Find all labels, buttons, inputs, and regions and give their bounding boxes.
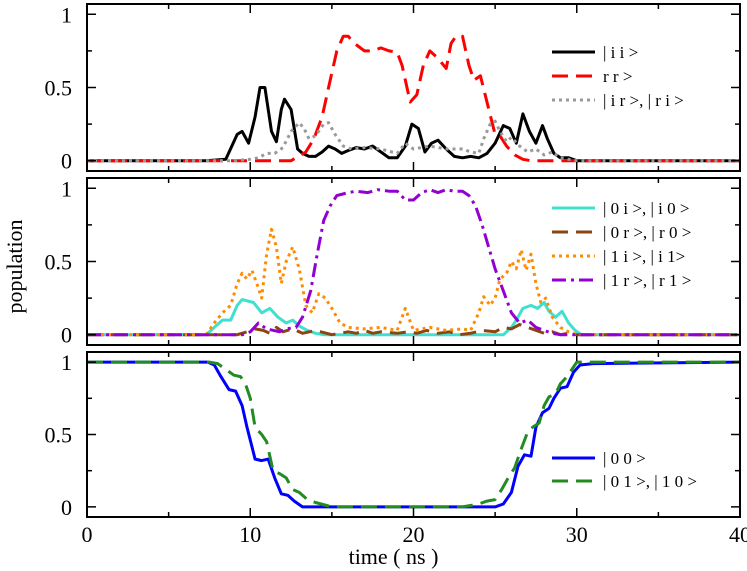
y-tick-label: 1 bbox=[61, 176, 72, 201]
legend-label-0-i-i-0: | 0 i >, | i 0 > bbox=[603, 199, 689, 218]
series-line-top-1 bbox=[87, 86, 740, 163]
x-tick-label: 0 bbox=[82, 522, 93, 547]
series-line-middle-2 bbox=[87, 323, 740, 337]
legend-label-0-r-r-0: | 0 r >, | r 0 > bbox=[603, 223, 691, 242]
y-tick-label: 0.5 bbox=[45, 76, 73, 101]
panel-middle: 0 0.5 1 population | 0 i >, | i 0 > | 0 r >, … bbox=[2, 176, 741, 348]
plot-frame-top bbox=[86, 3, 741, 172]
series-line-bottom-2 bbox=[87, 360, 740, 509]
x-axis-label: time ( ns ) bbox=[349, 544, 439, 569]
legend-label-i-i: | i i > bbox=[603, 43, 638, 62]
legend-top: | i i > r r > | i r >, | r i > bbox=[552, 43, 684, 110]
legend-label-1-i-i-1: | 1 i >, | i 1> bbox=[603, 247, 685, 266]
series-line-top-2 bbox=[87, 34, 740, 163]
legend-bottom: | 0 0 > | 0 1 >, | 1 0 > bbox=[552, 449, 697, 491]
series-line-middle-1 bbox=[87, 298, 740, 337]
series-line-middle-4 bbox=[87, 188, 740, 337]
y-axis-label: population bbox=[2, 219, 27, 313]
legend-label-1-r-r-1: | 1 r >, | r 1 > bbox=[603, 271, 691, 290]
plot-frame-bottom bbox=[86, 351, 741, 518]
legend-label-r-r: r r > bbox=[603, 67, 632, 86]
series-line-top-3 bbox=[87, 119, 740, 163]
y-tick-label: 0 bbox=[61, 149, 72, 174]
series-line-middle-3 bbox=[87, 227, 740, 337]
legend-label-i-r-r-i: | i r >, | r i > bbox=[603, 91, 684, 110]
x-tick-label: 30 bbox=[566, 522, 588, 547]
y-tick-label: 0.5 bbox=[45, 423, 73, 448]
y-tick-label: 0.5 bbox=[45, 250, 73, 275]
x-tick-label: 20 bbox=[403, 522, 425, 547]
y-tick-label: 1 bbox=[61, 2, 72, 27]
legend-label-0-1-1-0: | 0 1 >, | 1 0 > bbox=[603, 472, 697, 491]
y-tick-label: 1 bbox=[61, 350, 72, 375]
x-tick-label: 40 bbox=[729, 522, 747, 547]
legend-label-0-0: | 0 0 > bbox=[603, 449, 646, 468]
y-tick-label: 0 bbox=[61, 323, 72, 348]
y-tick-label: 0 bbox=[61, 495, 72, 520]
x-tick-label: 10 bbox=[239, 522, 261, 547]
panel-top: 0 0.5 1 | i i > r r > | i r >, | r i > bbox=[45, 2, 741, 174]
legend-middle: | 0 i >, | i 0 > | 0 r >, | r 0 > | 1 i >,… bbox=[552, 199, 691, 290]
